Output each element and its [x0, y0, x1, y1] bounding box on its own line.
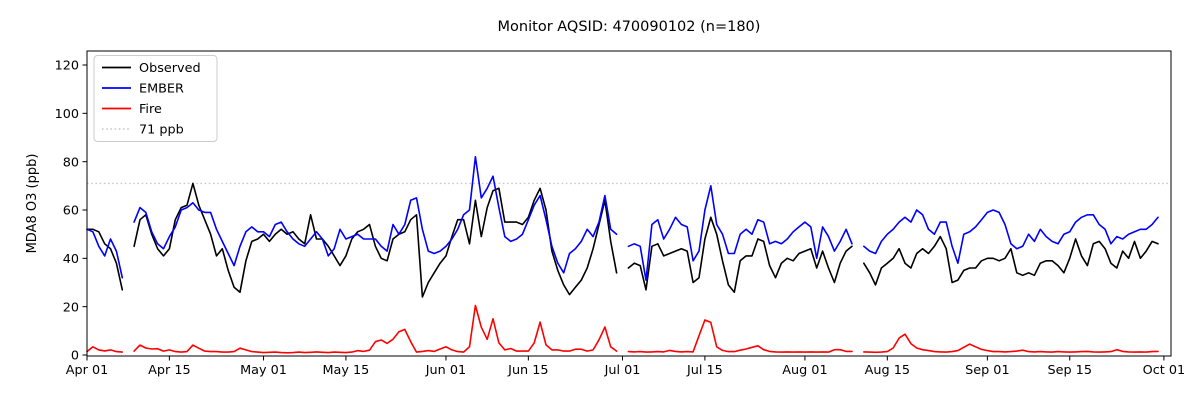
- legend-fire-label: Fire: [139, 102, 162, 117]
- legend-box: [93, 55, 218, 142]
- y-axis-ticks: 0 20 40 60 80 100 120: [55, 59, 87, 364]
- x-tick-label: Jun 01: [425, 363, 466, 378]
- y-tick-label: 100: [55, 107, 79, 122]
- legend-ember-label: EMBER: [139, 82, 184, 97]
- y-tick-label: 0: [71, 349, 79, 364]
- y-tick-label: 80: [63, 155, 79, 170]
- x-axis-ticks: Apr 01 Apr 15 May 01 May 15 Jun 01 Jun 15 Jul …: [66, 356, 1185, 378]
- x-tick-label: Apr 01: [66, 363, 109, 378]
- x-tick-label: May 01: [240, 363, 287, 378]
- ember-line: [86, 156, 1159, 281]
- plot-frame: [86, 50, 1172, 357]
- x-tick-label: Aug 01: [782, 363, 827, 378]
- legend: Observed EMBER Fire 71 ppb: [93, 55, 218, 142]
- legend-observed-label: Observed: [139, 61, 201, 76]
- legend-threshold-label: 71 ppb: [139, 123, 184, 138]
- x-tick-label: May 15: [323, 363, 370, 378]
- observed-line: [86, 182, 1159, 298]
- y-tick-label: 40: [63, 252, 79, 267]
- x-tick-label: Sep 01: [965, 363, 1009, 378]
- chart-title: Monitor AQSID: 470090102 (n=180): [498, 19, 761, 35]
- x-tick-label: Aug 15: [865, 363, 910, 378]
- x-tick-label: Apr 15: [148, 363, 191, 378]
- series-group: [86, 156, 1159, 354]
- y-tick-label: 20: [63, 300, 79, 315]
- x-tick-label: Jul 15: [686, 363, 723, 378]
- x-tick-label: Jul 01: [604, 363, 641, 378]
- x-tick-label: Sep 15: [1048, 363, 1092, 378]
- fire-line: [86, 304, 1159, 354]
- y-tick-label: 60: [63, 204, 79, 219]
- y-axis-label: MDA8 O3 (ppb): [25, 154, 40, 254]
- x-tick-label: Oct 01: [1143, 363, 1185, 378]
- y-tick-label: 120: [55, 59, 79, 74]
- x-tick-label: Jun 15: [507, 363, 548, 378]
